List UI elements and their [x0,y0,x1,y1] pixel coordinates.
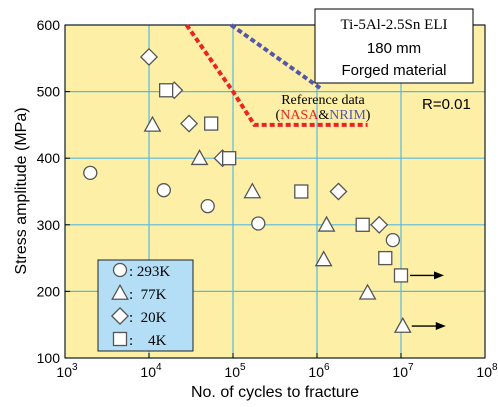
x-tick-exponent: 7 [408,362,414,373]
y-tick-label: 200 [37,283,61,299]
data-point-20k [139,47,159,67]
x-tick-label: 108 [476,362,498,380]
y-tick-label: 300 [37,217,61,233]
y-tick-label: 400 [37,150,61,166]
info-process: Forged material [341,62,446,79]
x-axis-ticks: 103 104 105 106 107 108 [56,353,498,380]
data-point-293k [156,183,171,198]
data-point-20k [329,182,348,201]
x-axis-title: No. of cycles to fracture [191,384,359,401]
x-tick-exponent: 6 [324,362,330,373]
legend-marker-293k [112,262,128,278]
x-tick-label: 103 [56,362,78,380]
info-box-frame [314,8,474,84]
data-point-293k [83,165,98,181]
data-point-20k [180,114,199,133]
x-tick-base: 10 [308,364,324,380]
legend-marker-77k [111,283,129,300]
legend-markers [110,262,130,347]
x-tick-base: 10 [392,364,408,380]
legend-label-20k: : 20K [129,310,167,326]
x-tick-exponent: 8 [492,362,498,373]
info-size: 180 mm [367,40,421,57]
y-tick-label: 100 [37,350,61,366]
nasa-reference-line [184,23,368,127]
data-point-293k [200,199,215,214]
x-tick-base: 10 [224,364,240,380]
x-tick-exponent: 4 [156,362,162,373]
runout-arrows [410,271,446,331]
legend-marker-4k [112,331,128,347]
nrim-reference-line [229,23,322,90]
y-tick-label: 500 [37,84,61,100]
y-axis-ticks: 100 200 300 400 500 600 [37,17,70,366]
x-tick-base: 10 [56,364,72,380]
runout-arrow-head [434,271,444,280]
data-point-4k [294,184,309,199]
legend-marker-20k [110,306,130,326]
legend: : 293K : 77K : 20K : 4K [97,259,194,352]
plot-frame [64,24,486,359]
x-tick-base: 10 [476,364,492,380]
legend-label-293k: : 293K [129,264,170,280]
data-point-77k [317,215,336,232]
x-tick-base: 10 [140,364,156,380]
data-point-4k [204,116,219,131]
y-axis-title: Stress amplitude (MPa) [13,107,30,274]
x-tick-label: 107 [392,362,414,380]
data-point-4k [222,151,237,166]
data-point-20k [370,215,389,234]
reference-label-line2: (NASA&NRIM) [276,108,371,123]
legend-label-4k: : 4K [129,333,167,349]
runout-arrow-head [435,322,446,331]
reference-open-paren: ( [276,108,281,123]
info-material: Ti-5Al-2.5Sn ELI [341,17,448,33]
data-point-77k [314,250,333,267]
data-point-77k [243,182,262,199]
data-point-4k [158,83,174,98]
data-point-4k [393,268,409,283]
legend-label-77k: : 77K [129,287,167,303]
y-tick-label: 600 [37,17,61,33]
data-point-77k [393,316,412,333]
x-tick-exponent: 3 [72,362,78,373]
r-ratio-label: R=0.01 [422,96,471,113]
x-tick-label: 106 [308,362,330,380]
reference-close-paren: ) [366,108,371,123]
data-markers [83,47,412,333]
nrim-label: NRIM [329,108,366,123]
x-tick-exponent: 5 [240,362,246,373]
data-point-293k [385,232,401,248]
data-point-4k [378,250,393,266]
data-point-77k [190,149,209,166]
x-tick-label: 104 [140,362,162,380]
x-tick-label: 105 [224,362,246,380]
info-box: Ti-5Al-2.5Sn ELI 180 mm Forged material [314,8,474,84]
data-point-77k [358,283,377,300]
data-point-4k [355,217,370,232]
ampersand: & [318,108,329,123]
data-point-293k [251,216,266,231]
reference-label-line1: Reference data [281,93,365,108]
nasa-label: NASA [280,108,319,123]
data-point-77k [143,115,162,132]
